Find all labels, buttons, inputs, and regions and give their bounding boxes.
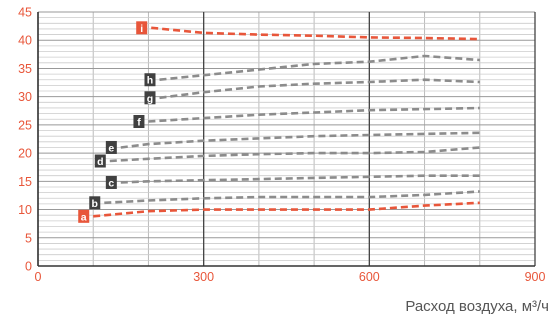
series-line-h	[159, 54, 480, 81]
series-label-box	[136, 21, 148, 35]
series-label-text: d	[97, 156, 103, 168]
x-tick-label: 300	[193, 270, 214, 284]
series-label-box	[94, 154, 106, 168]
y-tick-label: 10	[18, 203, 32, 217]
series-label-g: g	[144, 91, 156, 105]
y-axis-ticks: 0 5 10 15 20 25 30 35 40 45	[18, 6, 32, 274]
y-tick-label: 25	[18, 118, 32, 132]
y-tick-label: 30	[18, 90, 32, 104]
series-line-a	[93, 201, 480, 218]
x-tick-label: 600	[359, 270, 380, 284]
series-label-a: a	[78, 209, 90, 223]
x-tick-label: 900	[525, 270, 546, 284]
series-line-b	[104, 190, 480, 205]
series-label-box	[78, 209, 90, 223]
series-label-box	[133, 115, 145, 129]
series-label-text: i	[140, 23, 143, 35]
series-label-text: g	[147, 93, 153, 105]
series-group	[93, 26, 480, 218]
series-label-box	[89, 196, 101, 210]
series-label-f: f	[133, 115, 145, 129]
grid	[37, 11, 536, 267]
series-line-d	[109, 146, 480, 163]
series-label-h: h	[144, 73, 156, 87]
x-axis-ticks: 0 300 600 900	[35, 270, 546, 284]
series-label-text: c	[108, 177, 114, 189]
series-line-i	[151, 26, 480, 41]
series-label-text: b	[92, 198, 98, 210]
y-tick-label: 5	[25, 231, 32, 245]
series-label-box	[105, 140, 117, 154]
series-label-text: f	[137, 117, 141, 129]
x-axis-label: Расход воздуха, м³/ч	[405, 298, 549, 315]
series-label-box	[144, 91, 156, 105]
y-tick-label: 15	[18, 175, 32, 189]
x-tick-label: 0	[35, 270, 42, 284]
series-line-f	[148, 106, 480, 123]
y-tick-label: 0	[25, 260, 32, 274]
series-label-e: e	[105, 140, 117, 154]
y-tick-label: 45	[18, 6, 32, 20]
series-label-text: a	[81, 211, 87, 223]
series-label-b: b	[89, 196, 101, 210]
y-tick-label: 35	[18, 62, 32, 76]
y-tick-label: 20	[18, 147, 32, 161]
series-label-i: i	[136, 21, 148, 35]
series-line-e	[120, 131, 480, 149]
series-label-text: e	[108, 142, 114, 154]
series-label-box	[105, 175, 117, 189]
series-label-box	[144, 73, 156, 87]
series-line-c	[120, 174, 480, 184]
series-label-c: c	[105, 175, 117, 189]
series-label-text: h	[147, 75, 153, 87]
series-line-g	[159, 78, 480, 100]
y-tick-label: 40	[18, 34, 32, 48]
series-label-d: d	[94, 154, 106, 168]
